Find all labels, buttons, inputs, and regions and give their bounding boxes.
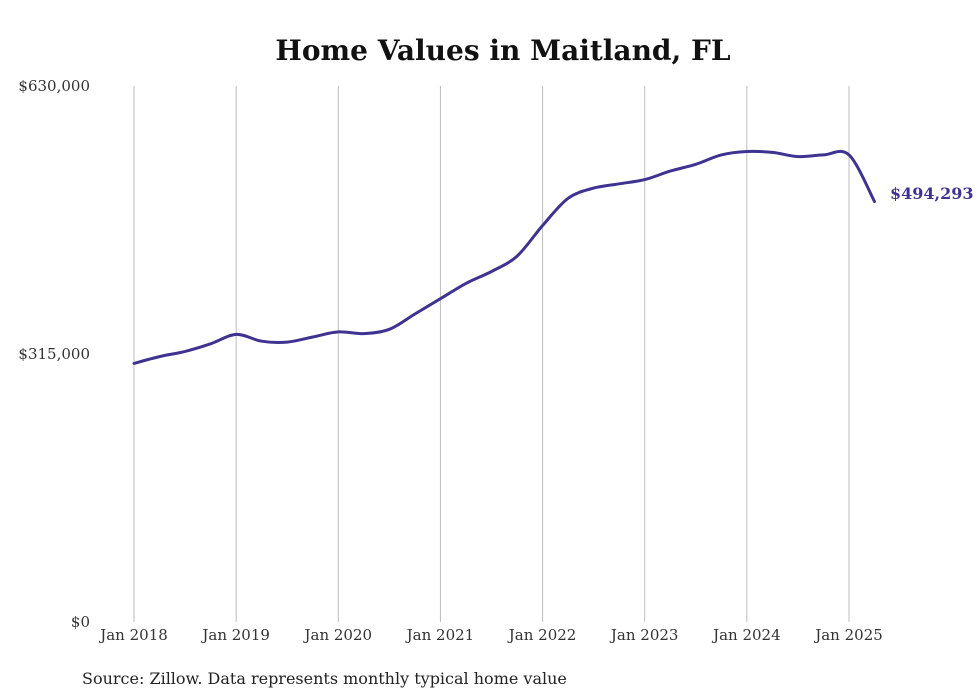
x-tick-label: Jan 2022 — [507, 626, 577, 644]
series-layer — [132, 149, 876, 365]
gridlines — [133, 86, 850, 622]
y-tick-label: $315,000 — [18, 345, 90, 363]
x-tick-label: Jan 2023 — [609, 626, 679, 644]
y-tick-label: $630,000 — [18, 77, 90, 95]
y-axis-ticks: $0 $315,000 $630,000 — [18, 77, 90, 631]
x-tick-label: Jan 2019 — [200, 626, 270, 644]
end-value-label: $494,293 — [890, 184, 974, 203]
x-tick-label: Jan 2025 — [813, 626, 883, 644]
x-tick-label: Jan 2018 — [98, 626, 168, 644]
y-tick-label: $0 — [71, 613, 90, 631]
x-tick-label: Jan 2020 — [303, 626, 373, 644]
chart-title: Home Values in Maitland, FL — [275, 34, 730, 67]
x-axis-ticks: Jan 2018 Jan 2019 Jan 2020 Jan 2021 Jan 2022… — [98, 626, 883, 644]
home-value-line — [132, 149, 876, 365]
source-note: Source: Zillow. Data represents monthly … — [82, 669, 567, 688]
x-tick-label: Jan 2024 — [711, 626, 781, 644]
x-tick-label: Jan 2021 — [405, 626, 475, 644]
